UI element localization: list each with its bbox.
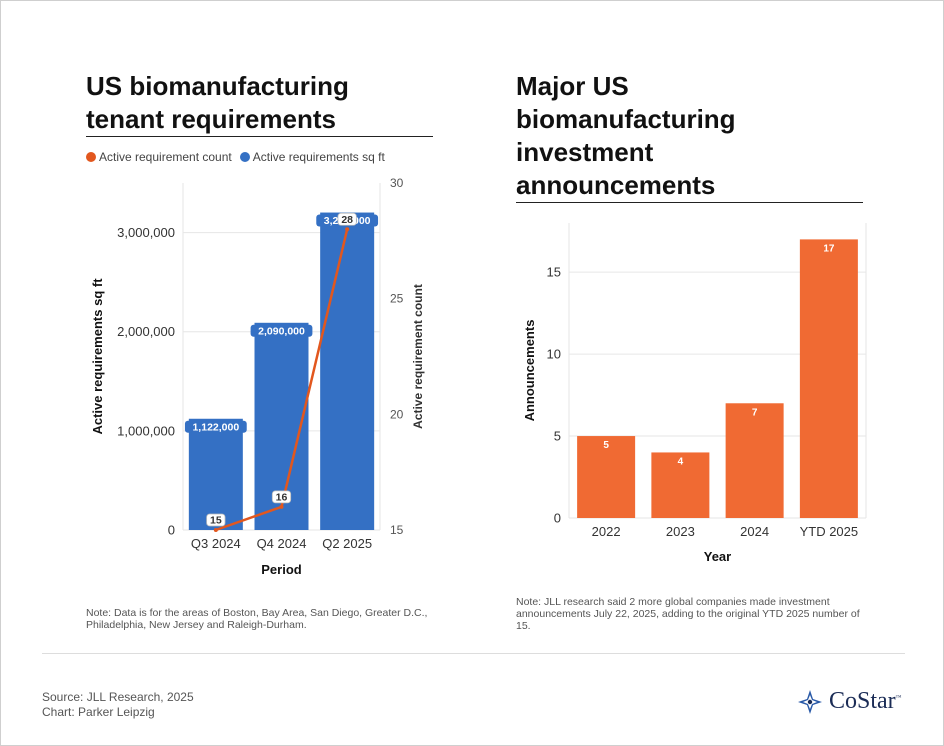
count-point-label-bg <box>337 212 357 226</box>
left-y2-tick-label: 30 <box>390 176 404 190</box>
legend-item-count: Active requirement count <box>86 150 232 164</box>
left-note: Note: Data is for the areas of Boston, B… <box>86 607 428 631</box>
legend-item-sqft: Active requirements sq ft <box>239 150 385 164</box>
right-chart-title: Major US biomanufacturing investment ann… <box>516 70 736 202</box>
sqft-bar-label: 2,090,000 <box>258 325 305 337</box>
announcement-bar <box>577 436 636 518</box>
source-block: Source: JLL Research, 2025 Chart: Parker… <box>42 690 194 720</box>
announcement-bar <box>651 452 710 518</box>
announcement-bar-label: 4 <box>678 456 684 467</box>
left-chart-title: US biomanufacturing tenant requirements <box>86 70 349 136</box>
announcement-bar <box>799 239 858 518</box>
left-y2-tick-label: 20 <box>390 407 404 421</box>
left-y-tick-label: 2,000,000 <box>117 324 175 339</box>
left-legend: Active requirement count Active requirem… <box>86 150 385 164</box>
count-point <box>345 227 350 232</box>
sqft-bar <box>320 212 375 531</box>
right-y-tick-label: 0 <box>554 511 561 526</box>
right-x-tick-label: 2022 <box>592 524 621 539</box>
announcement-bar-label: 5 <box>603 440 609 451</box>
logo-trademark: ™ <box>895 695 902 701</box>
announcement-bar <box>725 403 784 518</box>
legend-label-count: Active requirement count <box>99 150 232 164</box>
left-x-tick-label: Q4 2024 <box>257 536 307 551</box>
right-y-tick-label: 15 <box>547 265 561 280</box>
left-x-tick-label: Q3 2024 <box>191 536 241 551</box>
left-title-line1: US biomanufacturing <box>86 71 349 101</box>
right-x-axis-title: Year <box>704 549 731 564</box>
count-point-label: 16 <box>276 491 288 503</box>
legend-swatch-count <box>86 152 96 162</box>
sqft-bar <box>188 418 243 530</box>
right-x-tick-label: 2024 <box>740 524 769 539</box>
right-y-tick-label: 10 <box>547 347 561 362</box>
left-x-axis-title: Period <box>261 562 302 577</box>
left-title-rule <box>86 136 433 137</box>
left-title-line2: tenant requirements <box>86 104 336 134</box>
count-point-label: 15 <box>210 515 222 527</box>
source-text: Source: JLL Research, 2025 <box>42 690 194 704</box>
logo-wordmark: CoStar™ <box>829 688 902 715</box>
legend-swatch-sqft <box>239 152 250 162</box>
sqft-bar-label-bg <box>184 420 247 433</box>
left-y2-axis-title: Active requirement count <box>411 284 425 429</box>
right-chart: 0 5 10 15 5 2022 4 2023 7 2024 17 YTD 2025 Year Annou… <box>522 223 867 564</box>
count-point-label: 28 <box>341 214 353 226</box>
left-y-tick-label: 3,000,000 <box>117 225 175 240</box>
left-x-tick-label: Q2 2025 <box>322 536 372 551</box>
count-point <box>279 504 284 509</box>
sqft-bar-label: 1,122,000 <box>192 421 239 433</box>
count-point-label-bg <box>271 490 292 504</box>
right-x-tick-label: YTD 2025 <box>800 524 859 539</box>
left-y-axis-title: Active requirements sq ft <box>90 278 105 435</box>
announcement-bar-label: 17 <box>823 243 835 254</box>
logo-wordmark-text: CoStar <box>829 688 896 714</box>
count-point <box>213 528 218 532</box>
right-title-line1: Major US <box>516 71 629 101</box>
right-x-tick-label: 2023 <box>666 524 695 539</box>
left-y2-tick-label: 25 <box>390 292 404 306</box>
count-point-label-bg <box>206 513 226 527</box>
right-title-line2: biomanufacturing <box>516 104 736 134</box>
costar-logo: CoStar™ <box>797 688 902 715</box>
right-title-line3: investment <box>516 137 654 167</box>
right-note: Note: JLL research said 2 more global co… <box>516 596 860 632</box>
credit-text: Chart: Parker Leipzig <box>42 705 155 719</box>
sqft-bar-label-bg <box>250 324 313 337</box>
left-y-tick-label: 1,000,000 <box>117 423 175 438</box>
legend-label-sqft: Active requirements sq ft <box>252 150 385 164</box>
left-y2-tick-label: 15 <box>390 523 404 537</box>
left-chart: 0 1,000,000 2,000,000 3,000,000 15 20 25 30 1,12… <box>90 176 425 577</box>
right-title-rule <box>516 202 863 203</box>
left-y-tick-label: 0 <box>168 523 175 538</box>
costar-star-icon <box>798 689 822 714</box>
right-y-axis-title: Announcements <box>522 320 537 422</box>
right-title-line4: announcements <box>516 170 716 200</box>
footer-divider <box>42 653 905 654</box>
right-y-tick-label: 5 <box>554 429 561 444</box>
announcement-bar-label: 7 <box>752 407 758 418</box>
